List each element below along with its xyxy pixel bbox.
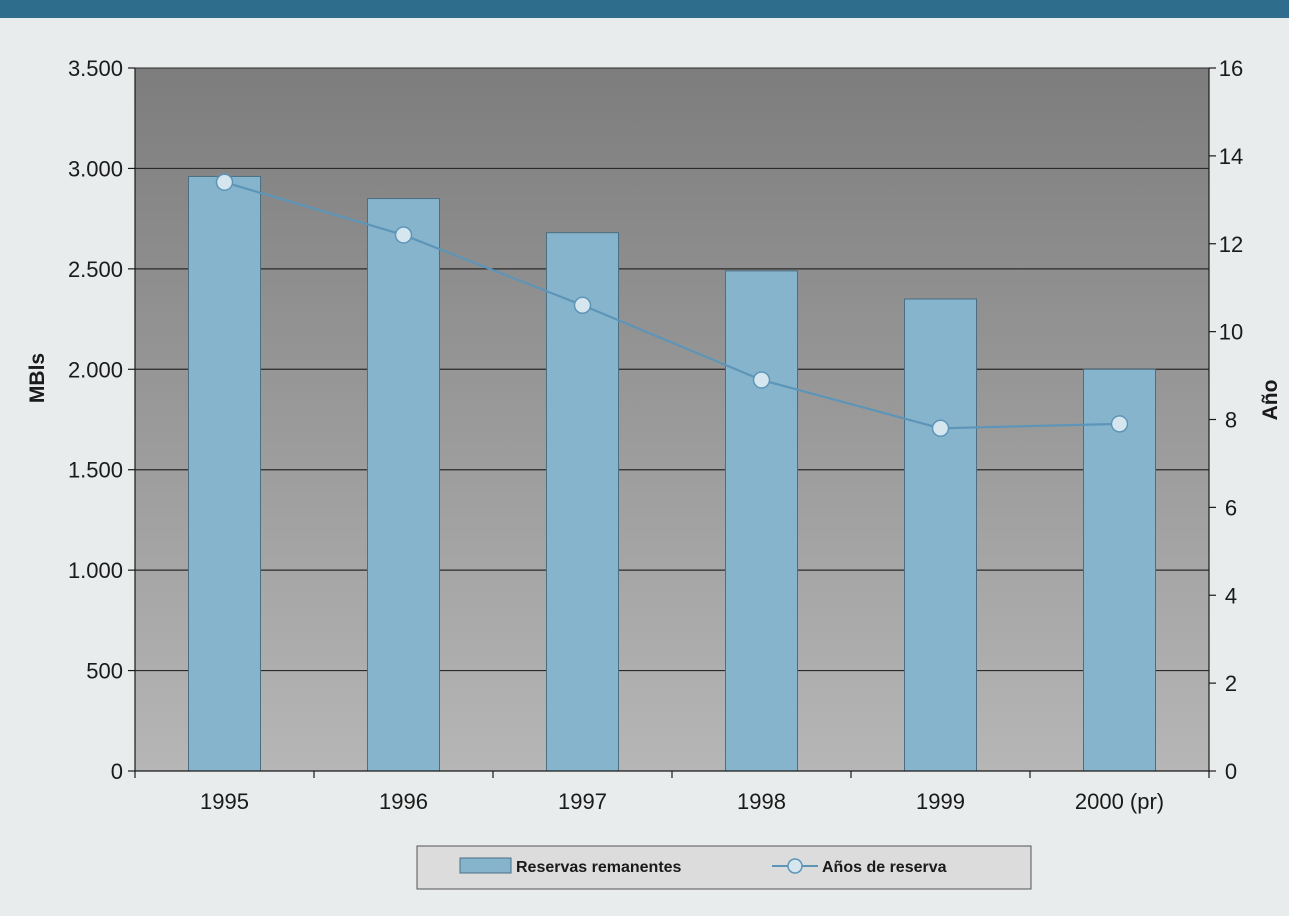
x-tick-label: 1999 [916, 789, 965, 814]
y-tick-label: 2.000 [68, 357, 123, 382]
x-tick-label: 1996 [379, 789, 428, 814]
y2-axis-title: Año [1259, 380, 1282, 421]
x-tick-label: 1998 [737, 789, 786, 814]
y2-tick-label: 2 [1225, 671, 1237, 696]
line-point-1998 [752, 371, 771, 389]
legend-bar-swatch [459, 857, 512, 874]
bar-1997 [546, 232, 619, 772]
y2-tick-label: 8 [1225, 408, 1237, 433]
legend-label-line: Años de reserva [822, 859, 947, 876]
line-point-1995 [215, 173, 234, 191]
line-point-1997 [573, 296, 592, 315]
y2-tick-label: 10 [1219, 320, 1243, 345]
tick-labels: 0 500 1.000 1.500 2.000 2.500 3.000 3.500 0 2 4 6 8 1… [68, 56, 1243, 814]
legend-box [416, 845, 1032, 890]
legend-line-marker [787, 858, 803, 874]
y-axis-title: MBls [26, 353, 49, 403]
y-tick-label: 1.000 [68, 558, 123, 583]
axes [128, 67, 1216, 778]
x-tick-label: 2000 (pr) [1075, 789, 1164, 814]
y-tick-label: 3.500 [68, 56, 123, 81]
y-tick-label: 500 [86, 659, 123, 684]
bar-series [188, 175, 1156, 772]
bar-1998 [725, 270, 798, 772]
plot-area [134, 67, 1210, 772]
line-point-1999 [931, 419, 950, 438]
line-anos-de-reserva [224, 181, 1120, 430]
legend-label-bars: Reservas remanentes [516, 859, 682, 876]
y-tick-label: 2.500 [68, 257, 123, 282]
y2-tick-label: 16 [1219, 56, 1243, 81]
y2-tick-label: 6 [1225, 495, 1237, 520]
x-tick-label: 1997 [558, 789, 607, 814]
y2-tick-label: 4 [1225, 583, 1237, 608]
bar-2000 (pr) [1083, 368, 1156, 772]
legend: Reservas remanentes Años de reserva [416, 845, 1032, 890]
bar-1999 [904, 298, 977, 772]
bar-1995 [188, 175, 261, 772]
bar-1996 [367, 198, 440, 772]
y2-tick-label: 12 [1219, 232, 1243, 257]
header-band [0, 0, 1289, 18]
y2-tick-label: 14 [1219, 144, 1243, 169]
y2-tick-label: 0 [1225, 759, 1237, 784]
y-tick-label: 3.000 [68, 156, 123, 181]
y-tick-label: 0 [111, 759, 123, 784]
x-tick-label: 1995 [200, 789, 249, 814]
line-series [215, 173, 1129, 438]
y-tick-label: 1.500 [68, 458, 123, 483]
line-point-1996 [394, 226, 413, 244]
line-point-2000 (pr) [1110, 415, 1129, 433]
grid-lines [135, 167, 1209, 672]
